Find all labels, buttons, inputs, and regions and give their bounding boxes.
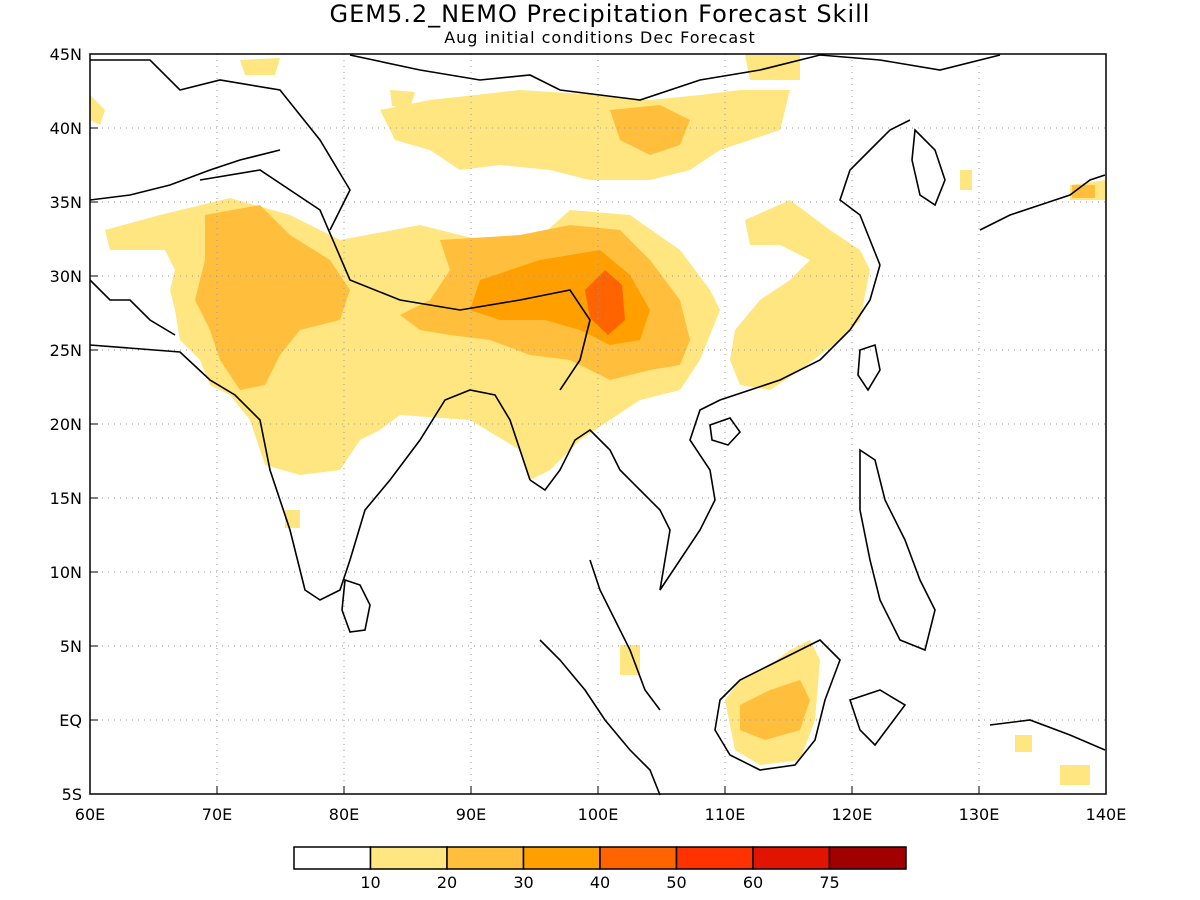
lat-label: 45N — [50, 45, 82, 64]
skill-region-sm5 — [390, 90, 415, 108]
lat-label: 10N — [50, 563, 82, 582]
coastlines — [89, 54, 1106, 796]
skill-core-pakistan — [195, 205, 350, 390]
coast-borneo — [714, 639, 841, 771]
lat-label: 20N — [50, 415, 82, 434]
coast-himalaya — [199, 169, 591, 391]
coast-hainan — [709, 417, 742, 446]
coast-philippines — [859, 448, 936, 652]
skill-region-southchina — [730, 200, 870, 390]
map-title: GEM5.2_NEMO Precipitation Forecast Skill — [329, 0, 871, 28]
lon-label: 140E — [1086, 805, 1127, 824]
colorbar-swatch — [599, 846, 678, 870]
skill-core-china-north — [610, 105, 690, 155]
colorbar-swatch — [752, 846, 831, 870]
colorbar-label: 50 — [666, 873, 686, 892]
lon-label: 80E — [329, 805, 359, 824]
colorbar-label: 60 — [743, 873, 763, 892]
skill-core-borneo — [740, 680, 810, 740]
axis-ticks — [89, 53, 1107, 795]
longitude-labels: 60E 70E 80E 90E 100E 110E 120E 130E 140E — [75, 805, 1127, 824]
colorbar-swatch — [446, 846, 525, 870]
colorbar-label: 40 — [590, 873, 610, 892]
lon-label: 110E — [705, 805, 746, 824]
lat-label: 25N — [50, 341, 82, 360]
coast-sumatra — [539, 639, 661, 796]
coast-korea — [911, 128, 946, 207]
colorbar-label: 75 — [819, 873, 839, 892]
lat-label: EQ — [59, 711, 82, 730]
coast-china-east — [839, 119, 911, 266]
skill-region-sm3 — [1060, 765, 1090, 785]
coast-indochina — [529, 264, 881, 591]
coast-srilanka — [341, 578, 371, 633]
skill-region-sm8 — [90, 95, 105, 125]
skill-level-4 — [585, 270, 625, 335]
colorbar-label: 10 — [360, 873, 380, 892]
lat-label: 35N — [50, 193, 82, 212]
skill-region-north — [240, 58, 280, 75]
lon-label: 120E — [832, 805, 873, 824]
coast-borders-afg — [89, 149, 281, 201]
latitude-labels: 45N 40N 35N 30N 25N 20N 15N 10N 5N EQ 5S — [50, 45, 82, 804]
coast-japan — [979, 174, 1106, 231]
colorbar-swatch — [675, 846, 754, 870]
skill-region-sm7 — [1015, 735, 1032, 752]
lat-label: 30N — [50, 267, 82, 286]
lat-label: 5S — [62, 785, 82, 804]
colorbar-swatch — [369, 846, 448, 870]
lat-label: 15N — [50, 489, 82, 508]
lon-label: 130E — [959, 805, 1000, 824]
coast-borders-mongolia — [349, 54, 1001, 101]
colorbar-swatch — [828, 846, 907, 870]
lon-label: 100E — [578, 805, 619, 824]
coast-taiwan — [857, 343, 881, 392]
skill-region-sm1 — [620, 645, 640, 675]
coast-borders-iran — [89, 279, 176, 336]
map-subtitle: Aug initial conditions Dec Forecast — [444, 28, 756, 47]
skill-region-sm2 — [285, 510, 300, 528]
colorbar-labels: 10 20 30 40 50 60 75 — [360, 873, 839, 892]
coast-sulawesi — [848, 689, 907, 747]
colorbar-swatch — [293, 846, 372, 870]
coast-malay — [589, 559, 661, 711]
colorbar-label: 30 — [513, 873, 533, 892]
lat-label: 40N — [50, 119, 82, 138]
colorbar-swatch — [522, 846, 601, 870]
colorbar-label: 20 — [437, 873, 457, 892]
coast-newguinea — [989, 719, 1106, 751]
skill-region-sm6 — [960, 170, 972, 190]
lon-label: 70E — [202, 805, 232, 824]
lat-label: 5N — [60, 637, 82, 656]
skill-max-tibet — [585, 270, 625, 335]
lon-label: 60E — [75, 805, 105, 824]
coast-india — [89, 344, 531, 601]
skill-region-china — [380, 90, 790, 180]
coast-borders-north — [90, 59, 351, 231]
colorbar — [293, 846, 907, 870]
lon-label: 90E — [456, 805, 486, 824]
